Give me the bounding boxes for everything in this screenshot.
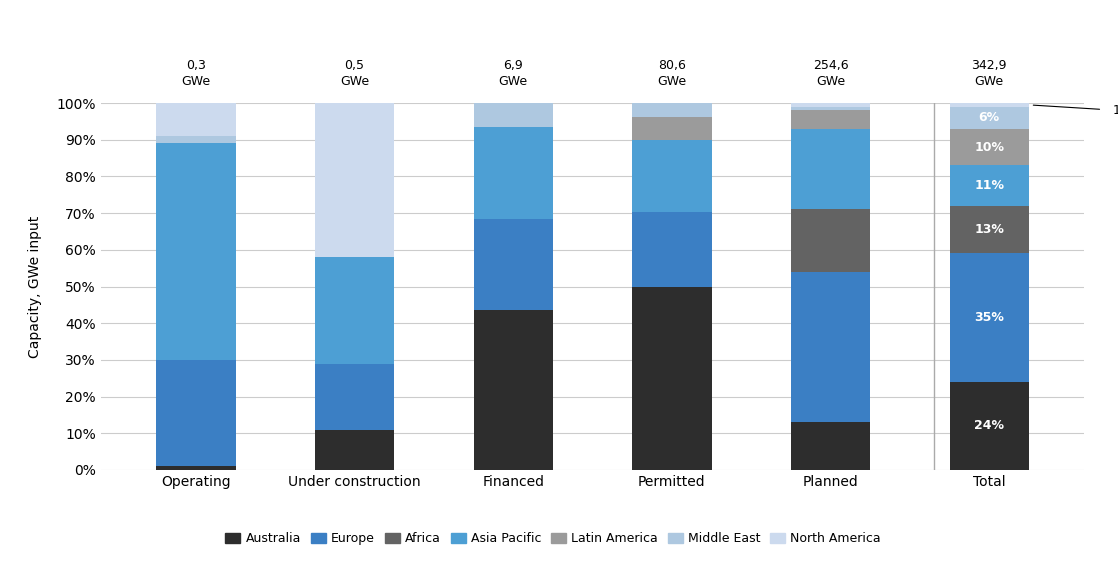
Bar	[157, 360, 236, 466]
Bar	[632, 103, 711, 117]
Bar	[790, 107, 870, 111]
Y-axis label: Capacity, GWe input: Capacity, GWe input	[28, 215, 42, 358]
Text: 24%: 24%	[974, 419, 1004, 433]
Bar	[157, 143, 236, 360]
Bar	[949, 129, 1029, 166]
Bar	[474, 127, 553, 218]
Bar	[315, 103, 395, 257]
Bar	[790, 272, 870, 422]
Text: 11%: 11%	[974, 179, 1004, 192]
Bar	[632, 140, 711, 212]
Text: 254,6
GWe: 254,6 GWe	[813, 60, 849, 88]
Text: 35%: 35%	[974, 311, 1004, 324]
Bar	[949, 166, 1029, 206]
Legend: Australia, Europe, Africa, Asia Pacific, Latin America, Middle East, North Ameri: Australia, Europe, Africa, Asia Pacific,…	[220, 528, 885, 551]
Text: 342,9
GWe: 342,9 GWe	[972, 60, 1007, 88]
Text: 13%: 13%	[974, 223, 1004, 236]
Bar	[474, 103, 553, 127]
Bar	[474, 310, 553, 470]
Bar	[790, 111, 870, 129]
Bar	[632, 286, 711, 470]
Bar	[949, 103, 1029, 107]
Bar	[157, 466, 236, 470]
Bar	[790, 422, 870, 470]
Bar	[315, 257, 395, 363]
Text: 6%: 6%	[978, 111, 999, 124]
Bar	[790, 129, 870, 210]
Bar	[315, 363, 395, 430]
Bar	[949, 253, 1029, 382]
Bar	[632, 117, 711, 140]
Bar	[632, 212, 711, 286]
Text: 1%: 1%	[1033, 104, 1118, 117]
Bar	[949, 107, 1029, 129]
Bar	[315, 430, 395, 470]
Text: 0,5
GWe: 0,5 GWe	[340, 60, 369, 88]
Bar	[949, 382, 1029, 470]
Text: 10%: 10%	[974, 140, 1004, 154]
Bar	[157, 136, 236, 143]
Text: 80,6
GWe: 80,6 GWe	[657, 60, 686, 88]
Bar	[157, 103, 236, 136]
Bar	[790, 210, 870, 272]
Text: 0,3
GWe: 0,3 GWe	[181, 60, 210, 88]
Bar	[790, 103, 870, 107]
Bar	[474, 218, 553, 310]
Text: 6,9
GWe: 6,9 GWe	[499, 60, 528, 88]
Bar	[949, 206, 1029, 253]
